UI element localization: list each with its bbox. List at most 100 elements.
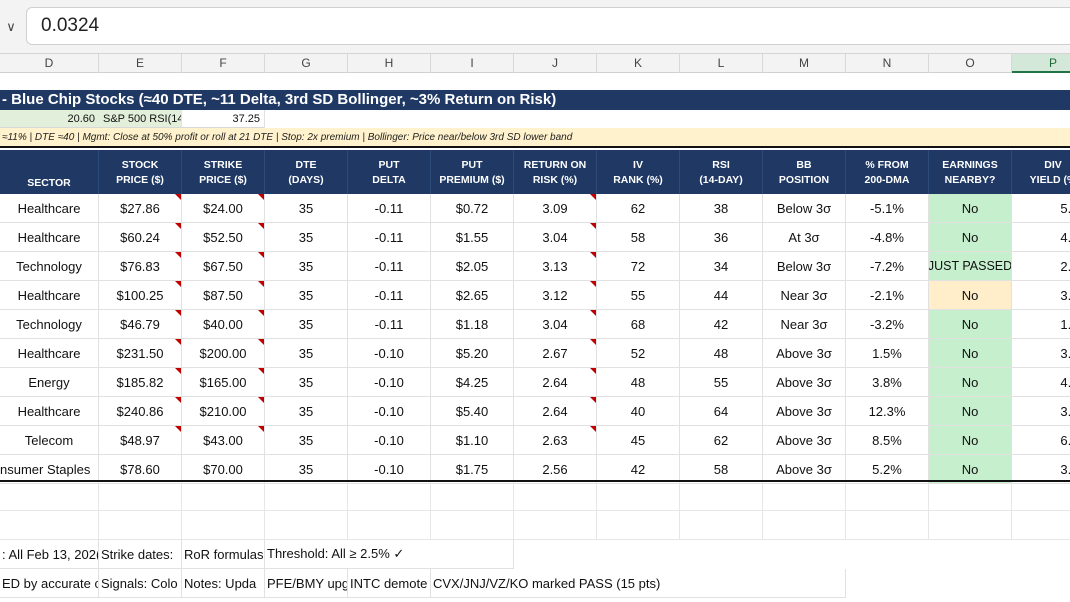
cell-div-yield[interactable]: 2.8% bbox=[1012, 252, 1070, 281]
note-cell[interactable]: Threshold: All ≥ 2.5% ✓ bbox=[265, 540, 514, 569]
empty-cell[interactable] bbox=[265, 482, 348, 511]
empty-cell[interactable] bbox=[1012, 511, 1070, 540]
note-cell[interactable]: PFE/BMY upg bbox=[265, 569, 348, 598]
cell-earnings-nearby[interactable]: No bbox=[929, 223, 1012, 252]
cell-bb-position[interactable]: Below 3σ bbox=[763, 252, 846, 281]
column-header-h[interactable]: H bbox=[348, 54, 431, 73]
cell-pct-from-200dma[interactable]: 5.2% bbox=[846, 455, 929, 484]
formula-input[interactable]: 0.0324 bbox=[26, 7, 1070, 45]
cell-strike-price[interactable]: $40.00 bbox=[182, 310, 265, 339]
cell-earnings-nearby[interactable]: No bbox=[929, 368, 1012, 397]
cell-strike-price[interactable]: $165.00 bbox=[182, 368, 265, 397]
cell-strike-price[interactable]: $52.50 bbox=[182, 223, 265, 252]
cell-earnings-nearby[interactable]: No bbox=[929, 339, 1012, 368]
cell-bb-position[interactable]: Near 3σ bbox=[763, 310, 846, 339]
cell-iv-rank[interactable]: 52 bbox=[597, 339, 680, 368]
cell-sector[interactable]: Healthcare bbox=[0, 223, 99, 252]
cell-pct-from-200dma[interactable]: 1.5% bbox=[846, 339, 929, 368]
cell-dte[interactable]: 35 bbox=[265, 252, 348, 281]
column-header-n[interactable]: N bbox=[846, 54, 929, 73]
cell-strike-price[interactable]: $200.00 bbox=[182, 339, 265, 368]
cell-stock-price[interactable]: $240.86 bbox=[99, 397, 182, 426]
cell-earnings-nearby[interactable]: No bbox=[929, 194, 1012, 223]
note-cell[interactable]: INTC demote bbox=[348, 569, 431, 598]
column-header-o[interactable]: O bbox=[929, 54, 1012, 73]
cell-bb-position[interactable]: Above 3σ bbox=[763, 368, 846, 397]
empty-cell[interactable] bbox=[514, 482, 597, 511]
cell-earnings-nearby[interactable]: No bbox=[929, 397, 1012, 426]
header-sector[interactable]: SECTOR bbox=[0, 150, 99, 194]
cell-pct-from-200dma[interactable]: -7.2% bbox=[846, 252, 929, 281]
cell-put-premium[interactable]: $0.72 bbox=[431, 194, 514, 223]
name-box-chevron-down-icon[interactable]: ∨ bbox=[6, 19, 16, 34]
cell-strike-price[interactable]: $87.50 bbox=[182, 281, 265, 310]
header-put-premium[interactable]: PUT PREMIUM ($) bbox=[431, 150, 514, 194]
empty-cell[interactable] bbox=[0, 511, 99, 540]
empty-cell[interactable] bbox=[680, 482, 763, 511]
cell-earnings-nearby[interactable]: JUST PASSED bbox=[929, 252, 1012, 281]
cell-iv-rank[interactable]: 45 bbox=[597, 426, 680, 455]
cell-sector[interactable]: Telecom bbox=[0, 426, 99, 455]
cell-iv-rank[interactable]: 42 bbox=[597, 455, 680, 484]
column-header-l[interactable]: L bbox=[680, 54, 763, 73]
cell-div-yield[interactable]: 1.1% bbox=[1012, 310, 1070, 339]
cell-sector[interactable]: Energy bbox=[0, 368, 99, 397]
cell-sector[interactable]: Technology bbox=[0, 310, 99, 339]
cell-rsi[interactable]: 44 bbox=[680, 281, 763, 310]
column-header-i[interactable]: I bbox=[431, 54, 514, 73]
cell-return-on-risk[interactable]: 3.04 bbox=[514, 223, 597, 252]
empty-cell[interactable] bbox=[597, 511, 680, 540]
empty-cell[interactable] bbox=[846, 511, 929, 540]
cell-strike-price[interactable]: $67.50 bbox=[182, 252, 265, 281]
cell-sector[interactable]: Healthcare bbox=[0, 194, 99, 223]
cell-stock-price[interactable]: $48.97 bbox=[99, 426, 182, 455]
cell-rsi[interactable]: 34 bbox=[680, 252, 763, 281]
cell-put-premium[interactable]: $2.05 bbox=[431, 252, 514, 281]
note-cell[interactable]: ED by accurate c bbox=[0, 569, 99, 598]
header-pct-from-200dma[interactable]: % FROM 200-DMA bbox=[846, 150, 929, 194]
cell-rsi[interactable]: 64 bbox=[680, 397, 763, 426]
empty-cell[interactable] bbox=[929, 482, 1012, 511]
cell-div-yield[interactable]: 3.5% bbox=[1012, 339, 1070, 368]
cell-rsi[interactable]: 58 bbox=[680, 455, 763, 484]
column-header-g[interactable]: G bbox=[265, 54, 348, 73]
empty-cell[interactable] bbox=[763, 511, 846, 540]
empty-cell[interactable] bbox=[431, 511, 514, 540]
cell-bb-position[interactable]: Below 3σ bbox=[763, 194, 846, 223]
header-stock-price[interactable]: STOCK PRICE ($) bbox=[99, 150, 182, 194]
cell-stock-price[interactable]: $231.50 bbox=[99, 339, 182, 368]
cell-put-premium[interactable]: $5.40 bbox=[431, 397, 514, 426]
empty-cell[interactable] bbox=[99, 511, 182, 540]
header-div-yield[interactable]: DIV YIELD (% bbox=[1012, 150, 1070, 194]
column-header-e[interactable]: E bbox=[99, 54, 182, 73]
cell-dte[interactable]: 35 bbox=[265, 368, 348, 397]
empty-cell[interactable] bbox=[265, 511, 348, 540]
sp-rsi-value[interactable]: 37.25 bbox=[182, 110, 265, 128]
cell-pct-from-200dma[interactable]: -4.8% bbox=[846, 223, 929, 252]
cell-div-yield[interactable]: 3.2% bbox=[1012, 397, 1070, 426]
cell-bb-position[interactable]: Near 3σ bbox=[763, 281, 846, 310]
empty-cell[interactable] bbox=[680, 511, 763, 540]
header-return-on-risk[interactable]: RETURN ON RISK (%) bbox=[514, 150, 597, 194]
cell-earnings-nearby[interactable]: No bbox=[929, 455, 1012, 484]
cell-iv-rank[interactable]: 40 bbox=[597, 397, 680, 426]
cell-put-delta[interactable]: -0.11 bbox=[348, 223, 431, 252]
column-header-m[interactable]: M bbox=[763, 54, 846, 73]
cell-return-on-risk[interactable]: 2.67 bbox=[514, 339, 597, 368]
cell-div-yield[interactable]: 6.5% bbox=[1012, 426, 1070, 455]
cell-dte[interactable]: 35 bbox=[265, 426, 348, 455]
cell-stock-price[interactable]: $60.24 bbox=[99, 223, 182, 252]
cell-put-delta[interactable]: -0.10 bbox=[348, 368, 431, 397]
header-bb-position[interactable]: BB POSITION bbox=[763, 150, 846, 194]
note-cell[interactable]: CVX/JNJ/VZ/KO marked PASS (15 pts) bbox=[431, 569, 846, 598]
empty-cell[interactable] bbox=[1012, 482, 1070, 511]
cell-pct-from-200dma[interactable]: 12.3% bbox=[846, 397, 929, 426]
note-cell[interactable]: Signals: Colo bbox=[99, 569, 182, 598]
empty-cell[interactable] bbox=[929, 511, 1012, 540]
cell-stock-price[interactable]: $100.25 bbox=[99, 281, 182, 310]
cell-strike-price[interactable]: $24.00 bbox=[182, 194, 265, 223]
empty-cell[interactable] bbox=[846, 482, 929, 511]
note-cell[interactable]: : All Feb 13, 202( bbox=[0, 540, 99, 569]
cell-dte[interactable]: 35 bbox=[265, 339, 348, 368]
header-strike-price[interactable]: STRIKE PRICE ($) bbox=[182, 150, 265, 194]
